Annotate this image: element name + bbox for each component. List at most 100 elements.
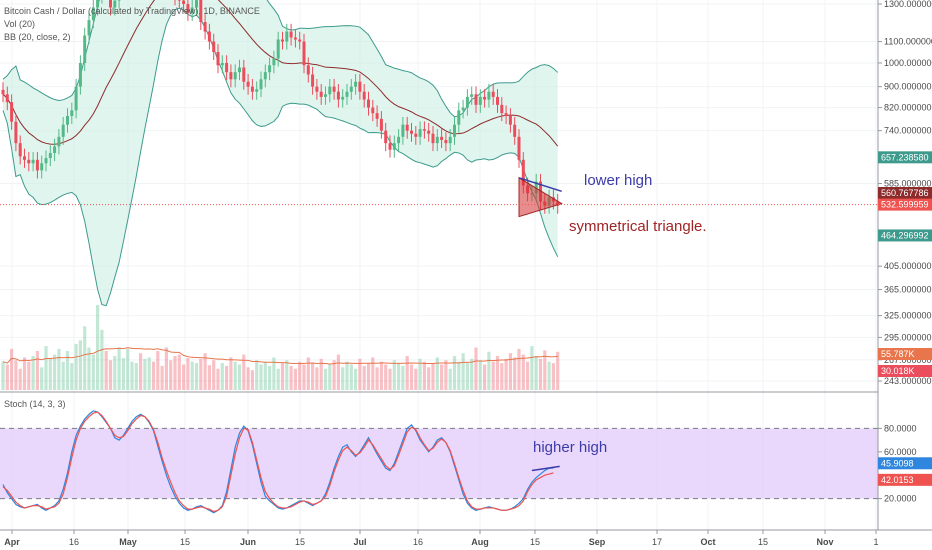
volume-bar <box>392 360 396 390</box>
price-tick-label: 1300.000000 <box>884 0 932 9</box>
volume-bar <box>70 363 74 390</box>
price-label-box <box>878 151 932 164</box>
volume-bar <box>31 356 35 390</box>
volume-bar <box>388 368 392 390</box>
price-label-box <box>878 229 932 242</box>
time-tick-label: 15 <box>295 537 305 547</box>
bollinger-lower-line <box>2 7 559 307</box>
volume-bar <box>474 347 478 390</box>
candle-body <box>375 113 379 119</box>
candle-body <box>117 0 121 1</box>
volume-bar <box>435 357 439 390</box>
candle-body <box>96 0 100 8</box>
volume-bar <box>336 354 340 390</box>
candle-body <box>418 129 422 137</box>
candle-body <box>508 115 512 125</box>
volume-bar <box>164 347 168 390</box>
time-tick-label: 15 <box>758 537 768 547</box>
volume-label-vol-ma: 55.787K <box>881 349 915 359</box>
volume-bar <box>96 305 100 390</box>
volume-bar <box>500 363 504 390</box>
volume-bar <box>78 340 82 390</box>
candle-body <box>272 58 276 66</box>
time-tick-label: Jul <box>353 537 366 547</box>
volume-bar <box>556 351 560 390</box>
candle-body <box>444 139 448 144</box>
volume-bar <box>91 354 95 390</box>
volume-bar <box>83 326 87 390</box>
volume-bar <box>156 351 160 390</box>
volume-bar <box>48 358 52 390</box>
bollinger-upper-line <box>2 0 559 118</box>
volume-bar <box>495 356 500 390</box>
candle-body <box>233 72 237 80</box>
volume-bar <box>225 365 229 390</box>
candle-body <box>229 72 233 80</box>
stoch-legend[interactable]: Stoch (14, 3, 3) <box>4 399 66 409</box>
volume-bar <box>362 365 366 390</box>
volume-bar <box>237 364 242 390</box>
candle-body <box>465 96 469 108</box>
candle-body <box>207 31 211 42</box>
higher-high-trendline <box>531 465 560 472</box>
candle-body <box>306 65 310 75</box>
volume-bar <box>513 357 517 390</box>
candle-body <box>534 181 538 194</box>
volume-bar <box>371 357 375 390</box>
price-label-bb-basis: 560.767786 <box>881 188 929 198</box>
chart-title: Bitcoin Cash / Dollar (calculated by Tra… <box>4 6 260 16</box>
candle-body <box>31 159 35 164</box>
candle-body <box>190 7 194 13</box>
candle-body <box>500 104 504 114</box>
candle-body <box>448 136 452 144</box>
candle-body <box>483 96 487 100</box>
volume-bar <box>139 353 143 390</box>
volume-bar <box>332 360 336 390</box>
time-tick-label: 16 <box>413 537 423 547</box>
candle-body <box>422 129 426 131</box>
volume-label-vol-last: 30.018K <box>881 366 915 376</box>
candle-body <box>40 163 44 171</box>
candle-body <box>250 86 254 92</box>
volume-bar <box>547 361 551 390</box>
volume-bar <box>354 368 358 390</box>
candle-body <box>405 124 409 131</box>
volume-bar <box>74 343 78 390</box>
candle-body <box>5 94 9 103</box>
volume-bar <box>259 364 263 390</box>
volume-bar <box>538 358 543 390</box>
volume-bar <box>199 358 203 390</box>
volume-bar <box>233 361 237 390</box>
volume-bar <box>263 361 267 390</box>
volume-bar <box>323 368 328 390</box>
candle-body <box>186 4 190 13</box>
time-tick-label: May <box>119 537 137 547</box>
stoch-label-k: 45.9098 <box>881 458 914 468</box>
bollinger-band-fill <box>3 0 558 306</box>
candle-body <box>1 89 5 95</box>
volume-legend[interactable]: Vol (20) <box>4 19 36 29</box>
volume-bar <box>65 351 70 390</box>
time-tick-label: Oct <box>700 537 715 547</box>
candle-body <box>246 81 250 87</box>
candle-body <box>293 37 297 40</box>
price-tick-label: 585.000000 <box>884 179 932 189</box>
volume-bar <box>461 353 465 390</box>
candle-body <box>285 31 289 42</box>
candle-body <box>27 159 31 164</box>
lower-high-trendline <box>518 177 562 193</box>
candle-body <box>440 136 444 140</box>
volume-bar <box>444 360 448 390</box>
volume-bar <box>173 356 177 390</box>
volume-bar <box>57 348 61 390</box>
bollinger-legend[interactable]: BB (20, close, 2) <box>4 32 71 42</box>
volume-bar <box>229 357 233 390</box>
candle-body <box>324 94 327 97</box>
volume-bar <box>409 364 414 390</box>
candle-body <box>427 130 431 134</box>
volume-bar <box>203 353 207 390</box>
candle-body <box>371 107 375 114</box>
volume-bar <box>40 367 44 390</box>
volume-bar <box>194 363 199 390</box>
